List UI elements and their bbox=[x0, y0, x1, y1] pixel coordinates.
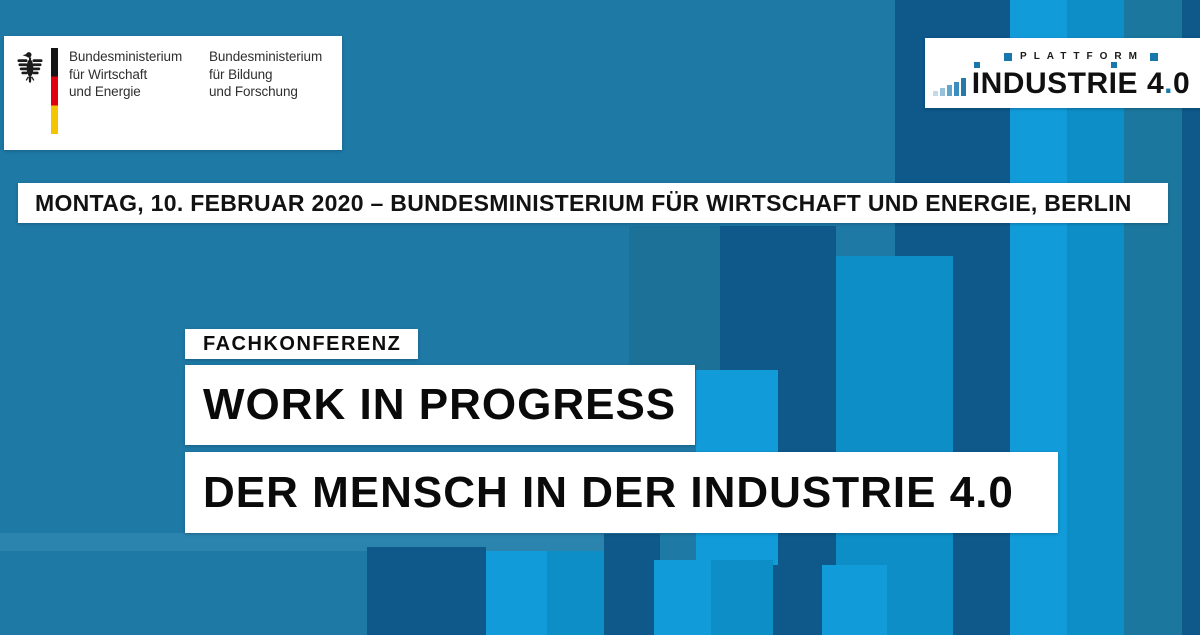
plattform-logo-text: PLATTFORM I NDUSTR I E 4.0 bbox=[970, 51, 1192, 99]
plattform-row: PLATTFORM bbox=[1004, 51, 1158, 62]
digit-four: 4 bbox=[1146, 67, 1165, 100]
ascending-bars-icon bbox=[933, 78, 966, 96]
skyline-band bbox=[0, 533, 604, 551]
industrie-letter-i-dotted: I bbox=[971, 62, 981, 100]
industrie-letter-i-dotted: I bbox=[1108, 62, 1118, 100]
industrie-version-number: 4.0 bbox=[1147, 69, 1190, 99]
plattform-label: PLATTFORM bbox=[1020, 51, 1144, 62]
skyline-bar bbox=[773, 565, 822, 635]
bg-stripe-edge bbox=[1182, 0, 1200, 635]
german-flag-stripe bbox=[51, 48, 58, 134]
bmbf-logo-text: Bundesministerium für Bildung und Forsch… bbox=[209, 48, 322, 138]
skyline-bar bbox=[547, 551, 604, 635]
skyline-bar bbox=[822, 565, 887, 635]
bundesadler-eagle-icon bbox=[17, 52, 43, 83]
date-venue-banner: MONTAG, 10. FEBRUAR 2020 – BUNDESMINISTE… bbox=[18, 183, 1168, 223]
bmbf-line2: für Bildung bbox=[209, 66, 273, 82]
ministries-logo-box: Bundesministerium für Wirtschaft und Ene… bbox=[4, 36, 342, 150]
industrie-letters: NDUSTR bbox=[980, 67, 1109, 100]
digit-zero: 0 bbox=[1173, 67, 1191, 100]
skyline-bar bbox=[486, 551, 547, 635]
title-line-2: DER MENSCH IN DER INDUSTRIE 4.0 bbox=[185, 452, 1058, 533]
title-line-1: WORK IN PROGRESS bbox=[185, 365, 695, 445]
skyline-bar bbox=[629, 226, 720, 370]
bmwi-line2: für Wirtschaft bbox=[69, 66, 148, 82]
bmbf-line1: Bundesministerium bbox=[209, 49, 323, 64]
plattform-industrie40-logo-box: PLATTFORM I NDUSTR I E 4.0 bbox=[925, 38, 1200, 108]
bmbf-line3: und Forschung bbox=[209, 84, 298, 99]
kicker-fachkonferenz: FACHKONFERENZ bbox=[185, 329, 418, 359]
blue-decimal-dot: . bbox=[1164, 67, 1174, 100]
skyline-bar bbox=[367, 547, 486, 635]
industrie-letter-e: E bbox=[1117, 67, 1138, 100]
bmwi-line1: Bundesministerium bbox=[69, 49, 183, 64]
industrie40-wordmark: I NDUSTR I E 4.0 bbox=[971, 62, 1190, 100]
bmwi-line3: und Energie bbox=[69, 84, 141, 99]
skyline-bar bbox=[711, 560, 773, 635]
skyline-bar bbox=[604, 534, 660, 635]
blue-square-icon bbox=[1004, 52, 1013, 61]
skyline-bar bbox=[654, 560, 711, 635]
blue-square-icon bbox=[1149, 52, 1158, 61]
bmwi-logo-text: Bundesministerium für Wirtschaft und Ene… bbox=[69, 48, 207, 138]
